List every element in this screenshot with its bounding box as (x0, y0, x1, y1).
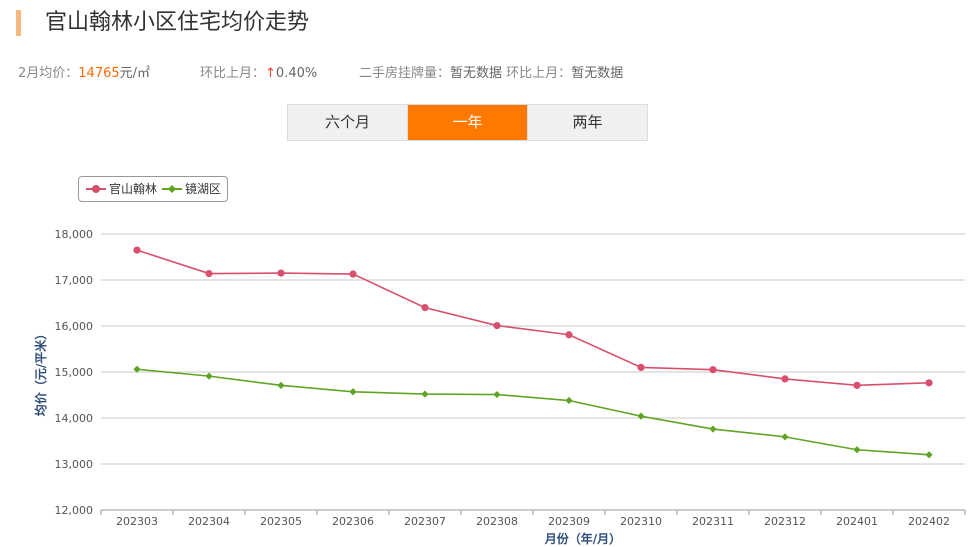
series-line-2 (136, 368, 930, 456)
listing-mom-value: 暂无数据 (571, 66, 624, 81)
data-point-series1 (853, 381, 861, 389)
data-point-series1 (349, 270, 357, 278)
x-axis-title: 月份（年/月） (544, 531, 621, 546)
avg-price-unit: 元/㎡ (119, 66, 151, 81)
listing-label: 二手房挂牌量： (359, 66, 451, 81)
avg-price-group: 2月均价：14765元/㎡ (18, 62, 150, 81)
listing-group: 二手房挂牌量：暂无数据 环比上月：暂无数据 (359, 62, 623, 81)
data-point-series1 (925, 379, 933, 387)
data-point-series2 (709, 425, 717, 433)
x-tick-label: 202303 (116, 515, 158, 528)
data-point-series1 (421, 304, 429, 312)
y-tick-label: 16,000 (55, 320, 94, 333)
circle-marker-icon (86, 185, 106, 193)
x-tick-label: 202306 (332, 515, 374, 528)
y-tick-label: 17,000 (55, 274, 94, 287)
tab-one-year[interactable]: 一年 (407, 105, 527, 140)
legend-label-series2: 镜湖区 (185, 182, 222, 196)
data-point-series2 (277, 381, 285, 389)
page-title: 官山翰林小区住宅均价走势 (16, 10, 309, 36)
data-point-series2 (565, 396, 573, 405)
legend-label-series1: 官山翰林 (109, 182, 158, 196)
data-point-series2 (421, 390, 429, 398)
mom-group: 环比上月：↑0.40% (200, 62, 317, 81)
x-tick-label: 202305 (260, 515, 302, 528)
y-axis-title: 均价（元/平米） (33, 328, 48, 416)
avg-price-label: 2月均价： (18, 66, 79, 81)
x-tick-label: 202308 (476, 515, 518, 528)
data-point-series1 (205, 269, 213, 278)
x-tick-label: 202311 (692, 515, 734, 528)
diamond-marker-icon (162, 185, 182, 193)
data-point-series2 (205, 372, 213, 380)
data-point-series1 (133, 246, 141, 254)
mom-label: 环比上月： (200, 66, 266, 81)
data-point-series2 (781, 433, 789, 441)
y-tick-label: 15,000 (55, 366, 94, 379)
arrow-up-icon: ↑ (265, 66, 276, 81)
y-tick-label: 14,000 (55, 412, 94, 425)
x-tick-label: 202307 (404, 515, 446, 528)
x-tick-label: 202310 (620, 515, 662, 528)
x-tick-label: 202401 (836, 515, 878, 528)
data-point-series1 (637, 363, 645, 371)
data-point-series2 (925, 451, 933, 459)
y-tick-label: 12,000 (55, 504, 94, 517)
listing-mom-label: 环比上月： (506, 66, 572, 81)
tab-two-years[interactable]: 两年 (527, 105, 647, 140)
data-point-series1 (493, 321, 501, 330)
series-line-1 (136, 249, 930, 387)
data-point-series2 (493, 390, 501, 399)
data-point-series2 (349, 388, 357, 396)
x-tick-label: 202312 (764, 515, 806, 528)
data-point-series2 (637, 412, 645, 420)
chart-legend: 官山翰林 镜湖区 (78, 176, 228, 202)
x-tick-label: 202304 (188, 515, 230, 528)
listing-value: 暂无数据 (450, 66, 503, 81)
data-point-series1 (565, 331, 573, 339)
data-point-series1 (781, 375, 789, 383)
x-tick-label: 202309 (548, 515, 590, 528)
mom-value: 0.40% (275, 66, 318, 81)
y-tick-label: 18,000 (55, 228, 94, 241)
avg-price-value: 14765 (78, 66, 120, 81)
period-tabs: 六个月 一年 两年 (287, 104, 648, 141)
data-point-series2 (133, 365, 141, 373)
data-point-series1 (277, 269, 285, 277)
x-tick-label: 202402 (908, 515, 950, 528)
data-point-series1 (709, 366, 717, 374)
y-tick-label: 13,000 (55, 458, 94, 471)
tab-six-months[interactable]: 六个月 (324, 113, 370, 131)
data-point-series2 (853, 446, 861, 454)
